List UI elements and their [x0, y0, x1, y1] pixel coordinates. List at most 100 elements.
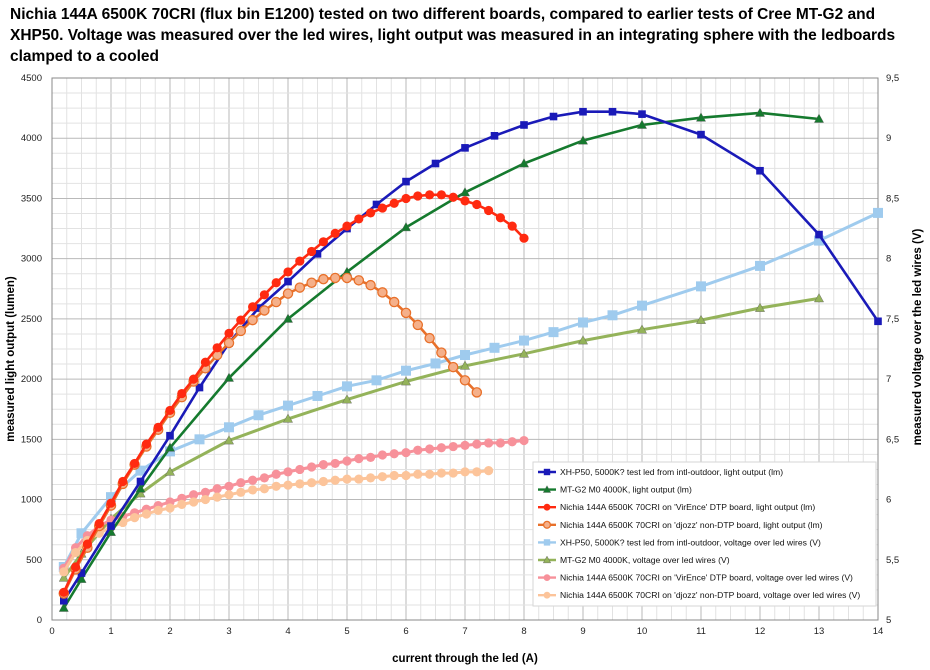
- y2-tick-label: 7,5: [886, 314, 899, 325]
- y-tick-label: 500: [26, 555, 42, 566]
- circle-marker: [329, 272, 341, 284]
- x-tick-label: 11: [696, 626, 706, 637]
- triangle-marker: [814, 113, 824, 123]
- triangle-marker: [401, 376, 411, 386]
- circle-marker: [248, 475, 258, 485]
- x-tick-label: 7: [462, 626, 467, 637]
- square-marker: [194, 434, 205, 445]
- circle-marker: [200, 357, 210, 367]
- y-tick-label: 3500: [21, 193, 42, 204]
- y-tick-label: 2000: [21, 374, 42, 385]
- circle-marker: [106, 498, 116, 508]
- circle-marker: [130, 458, 140, 469]
- circle-marker: [212, 343, 222, 353]
- square-marker: [401, 365, 411, 376]
- circle-marker: [330, 458, 340, 469]
- circle-marker: [425, 444, 435, 454]
- circle-marker: [59, 587, 69, 597]
- circle-marker: [236, 487, 246, 497]
- circle-marker: [177, 388, 187, 399]
- legend-label: Nichia 144A 6500K 70CRI on 'VirEnce' DTP…: [560, 573, 853, 583]
- triangle-marker: [224, 372, 234, 382]
- x-tick-label: 5: [344, 626, 349, 637]
- circle-marker: [507, 437, 517, 447]
- square-marker: [461, 144, 469, 152]
- circle-marker: [436, 468, 446, 478]
- circle-marker: [401, 447, 411, 458]
- square-marker: [312, 390, 323, 401]
- circle-marker: [189, 374, 199, 384]
- circle-marker: [295, 479, 305, 489]
- triangle-marker: [542, 485, 552, 493]
- circle-marker: [259, 305, 270, 316]
- circle-marker: [401, 470, 411, 481]
- legend: XH-P50, 5000K? test led from intl-outdoo…: [532, 461, 877, 607]
- circle-marker: [495, 438, 505, 448]
- series-layer: [58, 107, 883, 612]
- triangle-marker: [637, 119, 647, 129]
- circle-marker: [318, 460, 328, 470]
- circle-marker: [436, 190, 446, 200]
- circle-marker: [330, 228, 340, 238]
- x-tick-label: 9: [580, 626, 585, 637]
- triangle-marker: [578, 335, 588, 345]
- circle-marker: [318, 273, 329, 285]
- circle-marker: [389, 449, 399, 459]
- circle-marker: [366, 208, 376, 218]
- circle-marker: [141, 439, 151, 449]
- legend-label: MT-G2 M0 4000K, voltage over led wires (…: [560, 555, 730, 565]
- circle-marker: [224, 481, 234, 491]
- legend-label: MT-G2 M0 4000K, light output (lm): [560, 485, 692, 495]
- circle-marker: [71, 562, 81, 572]
- circle-marker: [366, 452, 376, 462]
- circle-marker: [519, 435, 529, 446]
- circle-marker: [318, 476, 328, 487]
- square-marker: [76, 528, 87, 539]
- y2-tick-label: 5: [886, 615, 891, 626]
- triangle-marker: [755, 107, 765, 117]
- circle-marker: [413, 191, 423, 201]
- square-marker: [313, 250, 322, 258]
- x-tick-label: 10: [637, 626, 648, 637]
- triangle-marker: [165, 466, 175, 476]
- circle-marker: [471, 387, 483, 398]
- triangle-marker: [519, 348, 529, 358]
- circle-marker: [413, 445, 423, 455]
- circle-marker: [282, 288, 294, 299]
- series-group: [58, 107, 824, 612]
- circle-marker: [472, 439, 482, 449]
- triangle-marker: [283, 413, 293, 423]
- square-marker: [342, 381, 352, 392]
- circle-marker: [484, 205, 494, 216]
- circle-marker: [59, 567, 69, 577]
- legend-label: Nichia 144A 6500K 70CRI on 'djozz' non-D…: [560, 590, 860, 600]
- circle-marker: [341, 272, 353, 284]
- triangle-marker: [401, 222, 411, 232]
- circle-marker: [235, 325, 247, 337]
- square-marker: [136, 477, 145, 486]
- series-group: [59, 466, 494, 577]
- y-tick-label: 1500: [21, 434, 42, 445]
- square-marker: [431, 159, 440, 168]
- y-tick-label: 4000: [21, 133, 42, 144]
- circle-marker: [342, 474, 352, 484]
- y-tick-label: 0: [37, 615, 42, 626]
- circle-marker: [389, 198, 399, 208]
- square-marker: [195, 383, 204, 392]
- circle-marker: [224, 490, 234, 500]
- circle-marker: [377, 450, 387, 460]
- legend-box: [532, 461, 877, 607]
- circle-marker: [153, 505, 163, 515]
- circle-marker: [460, 440, 470, 450]
- circle-marker: [248, 302, 258, 312]
- circle-marker: [82, 539, 92, 549]
- triangle-marker: [542, 555, 552, 564]
- square-marker: [166, 431, 174, 440]
- series-group: [59, 190, 529, 597]
- square-marker: [697, 130, 705, 139]
- circle-marker: [307, 462, 317, 472]
- circle-marker: [484, 438, 494, 448]
- circle-marker: [447, 361, 459, 373]
- x-tick-label: 12: [755, 626, 766, 637]
